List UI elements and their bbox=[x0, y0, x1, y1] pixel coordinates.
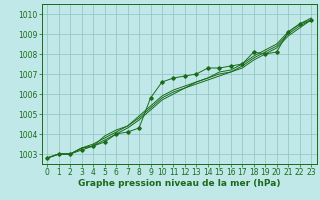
X-axis label: Graphe pression niveau de la mer (hPa): Graphe pression niveau de la mer (hPa) bbox=[78, 179, 280, 188]
